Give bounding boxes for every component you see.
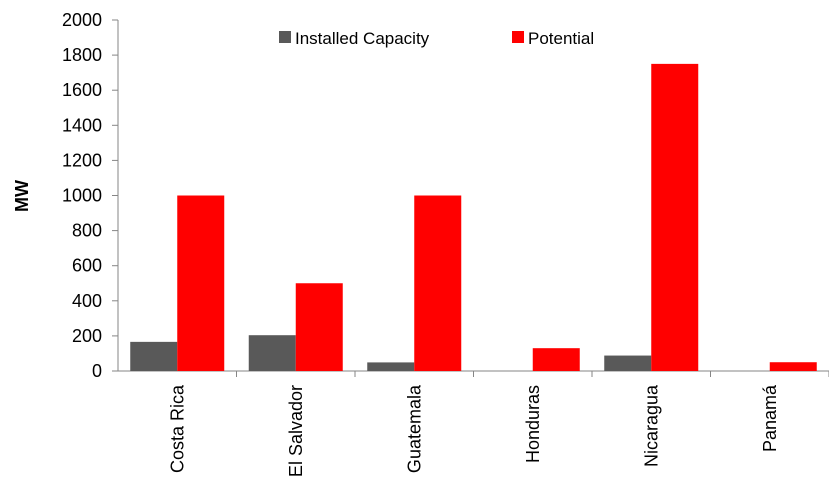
bar-potential: [414, 195, 462, 371]
y-axis-title: MW: [12, 180, 32, 212]
bar-installed-capacity: [367, 362, 415, 371]
x-tick-label: Nicaragua: [641, 384, 661, 467]
y-tick-label: 800: [72, 221, 102, 241]
bar-installed-capacity: [130, 341, 178, 371]
x-tick-label: Honduras: [523, 385, 543, 463]
legend-label: Installed Capacity: [295, 29, 430, 48]
legend-label: Potential: [528, 29, 594, 48]
legend: Installed Capacity Potential: [279, 29, 594, 48]
bar-potential: [532, 348, 580, 371]
bar-installed-capacity: [248, 335, 296, 371]
x-tick-label: Panamá: [760, 384, 780, 452]
bar-potential: [769, 362, 817, 371]
y-tick-label: 0: [92, 361, 102, 381]
y-tick-label: 1600: [62, 80, 102, 100]
y-tick-label: 1200: [62, 150, 102, 170]
y-tick-label: 1000: [62, 186, 102, 206]
y-tick-label: 600: [72, 256, 102, 276]
axes: 0 200 400 600 800 1000 1200 1400 1600 1800 2000 Cos…: [62, 10, 829, 477]
y-tick-label: 2000: [62, 10, 102, 30]
x-tick-label: El Salvador: [286, 385, 306, 477]
x-tick-label: Costa Rica: [167, 384, 187, 473]
legend-swatch: [512, 31, 524, 43]
y-tick-label: 1800: [62, 45, 102, 65]
bars: [130, 63, 817, 371]
x-tick-label: Guatemala: [404, 384, 424, 473]
legend-swatch: [279, 31, 291, 43]
bar-potential: [651, 63, 699, 371]
y-tick-label: 1400: [62, 115, 102, 135]
bar-potential: [177, 195, 225, 371]
y-tick-label: 400: [72, 291, 102, 311]
bar-potential: [295, 283, 343, 371]
y-tick-label: 200: [72, 326, 102, 346]
bar-installed-capacity: [604, 355, 652, 371]
